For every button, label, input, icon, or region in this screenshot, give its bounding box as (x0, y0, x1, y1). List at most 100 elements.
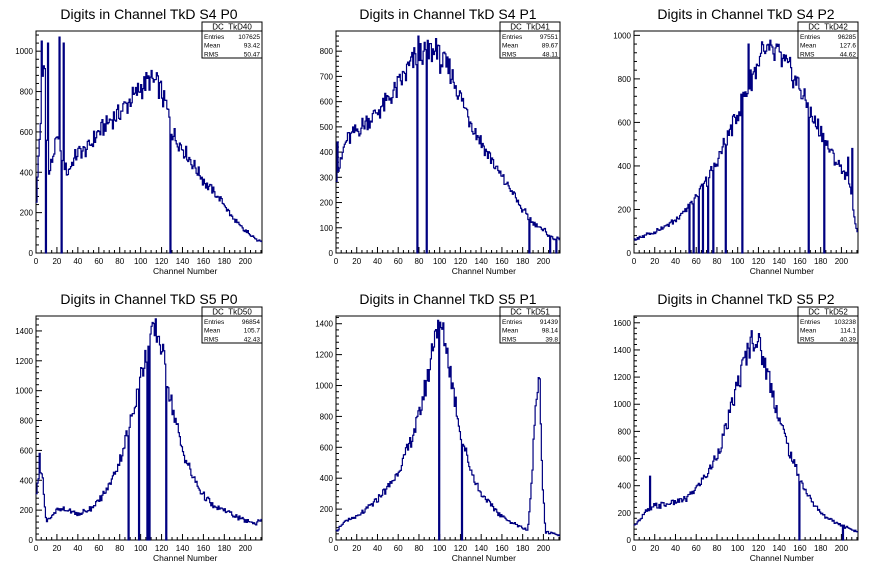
y-tick-label: 1200 (613, 373, 631, 382)
histogram-panel: Digits in Channel TkD S5 P1 0 20 40 60 80 100 1… (315, 291, 561, 563)
x-tick-label: 160 (197, 257, 211, 266)
stats-value-rms: 39.8 (545, 336, 558, 343)
y-axis: 0 200 400 600 800 1000 1200 1400 1600 (613, 316, 640, 545)
y-tick-label: 200 (20, 209, 34, 218)
x-tick-label: 60 (394, 257, 403, 266)
histogram-series-line (634, 39, 858, 254)
stats-label-rms: RMS (204, 336, 219, 343)
chart-title: Digits in Channel TkD S4 P2 (657, 6, 834, 22)
stats-label-mean: Mean (502, 328, 519, 335)
histogram-panel: Digits in Channel TkD S4 P1 0 20 40 60 80 100 1… (320, 6, 561, 276)
stats-label-mean: Mean (800, 43, 817, 50)
x-tick-label: 0 (334, 257, 339, 266)
x-tick-label: 20 (52, 257, 61, 266)
histogram-panel: Digits in Channel TkD S5 P0 0 20 40 60 80 100 1… (15, 291, 263, 563)
x-axis-label: Channel Number (153, 553, 217, 563)
y-tick-label: 400 (320, 148, 334, 157)
x-tick-label: 0 (632, 544, 637, 553)
plot-frame (633, 315, 859, 541)
stats-label-rms: RMS (800, 51, 815, 58)
histogram-series-line (633, 330, 858, 541)
plot-frame (335, 315, 561, 541)
stats-value-rms: 44.62 (840, 51, 857, 58)
stats-label-mean: Mean (204, 43, 221, 50)
x-axis-label: Channel Number (452, 553, 516, 563)
histogram-panel: Digits in Channel TkD S5 P2 0 20 40 60 80 100 1… (613, 291, 859, 563)
x-tick-label: 120 (454, 257, 468, 266)
x-tick-label: 120 (155, 544, 169, 553)
y-tick-label: 1000 (613, 400, 631, 409)
stats-value-entries: 107625 (238, 34, 260, 41)
stats-value-mean: 93.42 (244, 43, 261, 50)
stats-value-entries: 91439 (540, 319, 558, 326)
plot-frame (35, 30, 263, 254)
stats-value-mean: 127.6 (840, 43, 857, 50)
stats-box: DC_TkD50 Entries 96854 Mean 105.7 RMS 42.43 (201, 306, 263, 344)
histogram-panel: Digits in Channel TkD S4 P0 0 20 40 60 80 100 1… (15, 6, 263, 276)
stats-value-rms: 48.11 (542, 51, 558, 58)
x-tick-label: 180 (516, 257, 530, 266)
stats-value-mean: 105.7 (244, 328, 261, 335)
x-tick-label: 180 (814, 257, 828, 266)
y-tick-label: 500 (320, 123, 334, 132)
y-tick-label: 0 (29, 536, 34, 545)
stats-value-rms: 42.43 (244, 336, 261, 343)
x-tick-label: 0 (632, 257, 637, 266)
x-axis: 0 20 40 60 80 100 120 140 160 180 200 Channel Numbe… (334, 534, 560, 563)
stats-name: DC_TkD50 (212, 308, 252, 317)
stats-label-mean: Mean (204, 328, 221, 335)
x-tick-label: 60 (394, 544, 403, 553)
x-tick-label: 180 (516, 544, 530, 553)
x-tick-label: 40 (73, 544, 82, 553)
stats-name: DC_TkD40 (212, 23, 252, 32)
x-tick-label: 140 (773, 257, 787, 266)
y-axis: 0 200 400 600 800 1000 (613, 31, 640, 258)
y-tick-label: 800 (618, 427, 632, 436)
y-tick-label: 1400 (613, 346, 631, 355)
x-tick-label: 120 (454, 544, 468, 553)
chart-title: Digits in Channel TkD S4 P0 (60, 6, 237, 22)
x-tick-label: 40 (373, 257, 382, 266)
stats-label-entries: Entries (800, 319, 821, 326)
x-tick-label: 20 (352, 544, 361, 553)
stats-value-mean: 114.1 (840, 328, 856, 335)
x-tick-label: 140 (475, 257, 489, 266)
y-tick-label: 800 (20, 417, 34, 426)
y-tick-label: 600 (20, 446, 34, 455)
stats-value-entries: 96854 (242, 319, 260, 326)
stats-name: DC_TkD42 (808, 23, 848, 32)
stats-label-entries: Entries (204, 319, 225, 326)
x-axis: 0 20 40 60 80 100 120 140 160 180 200 Channel Numbe… (632, 247, 858, 276)
x-axis-label: Channel Number (750, 553, 814, 563)
x-tick-label: 40 (671, 544, 680, 553)
x-tick-label: 160 (495, 544, 509, 553)
y-tick-label: 300 (320, 173, 334, 182)
y-tick-label: 200 (320, 199, 334, 208)
histogram-series-line (335, 319, 560, 541)
stats-box: DC_TkD41 Entries 97551 Mean 89.67 RMS 48.11 (499, 21, 561, 59)
stats-label-entries: Entries (502, 319, 523, 326)
y-tick-label: 1000 (613, 31, 631, 40)
histogram-series-line (35, 36, 262, 254)
y-tick-label: 600 (320, 98, 334, 107)
y-tick-label: 400 (320, 474, 334, 483)
x-tick-label: 160 (495, 257, 509, 266)
y-axis: 0 200 400 600 800 1000 1200 1400 (315, 317, 342, 545)
y-tick-label: 400 (618, 482, 632, 491)
stats-box: DC_TkD42 Entries 96285 Mean 127.6 RMS 44.62 (797, 21, 859, 59)
x-tick-label: 200 (239, 257, 253, 266)
x-tick-label: 200 (537, 257, 551, 266)
stats-box: DC_TkD52 Entries 103238 Mean 114.1 RMS 40.39 (797, 306, 859, 344)
y-tick-label: 200 (320, 505, 334, 514)
x-tick-label: 100 (134, 257, 148, 266)
y-tick-label: 1400 (15, 327, 33, 336)
y-tick-label: 100 (320, 224, 334, 233)
x-tick-label: 120 (752, 257, 766, 266)
x-tick-label: 20 (352, 257, 361, 266)
histogram-panel: Digits in Channel TkD S4 P2 0 20 40 60 80 100 1… (613, 6, 859, 276)
stats-label-rms: RMS (502, 336, 517, 343)
x-tick-label: 40 (671, 257, 680, 266)
y-tick-label: 1200 (315, 351, 333, 360)
stats-label-entries: Entries (204, 34, 225, 41)
